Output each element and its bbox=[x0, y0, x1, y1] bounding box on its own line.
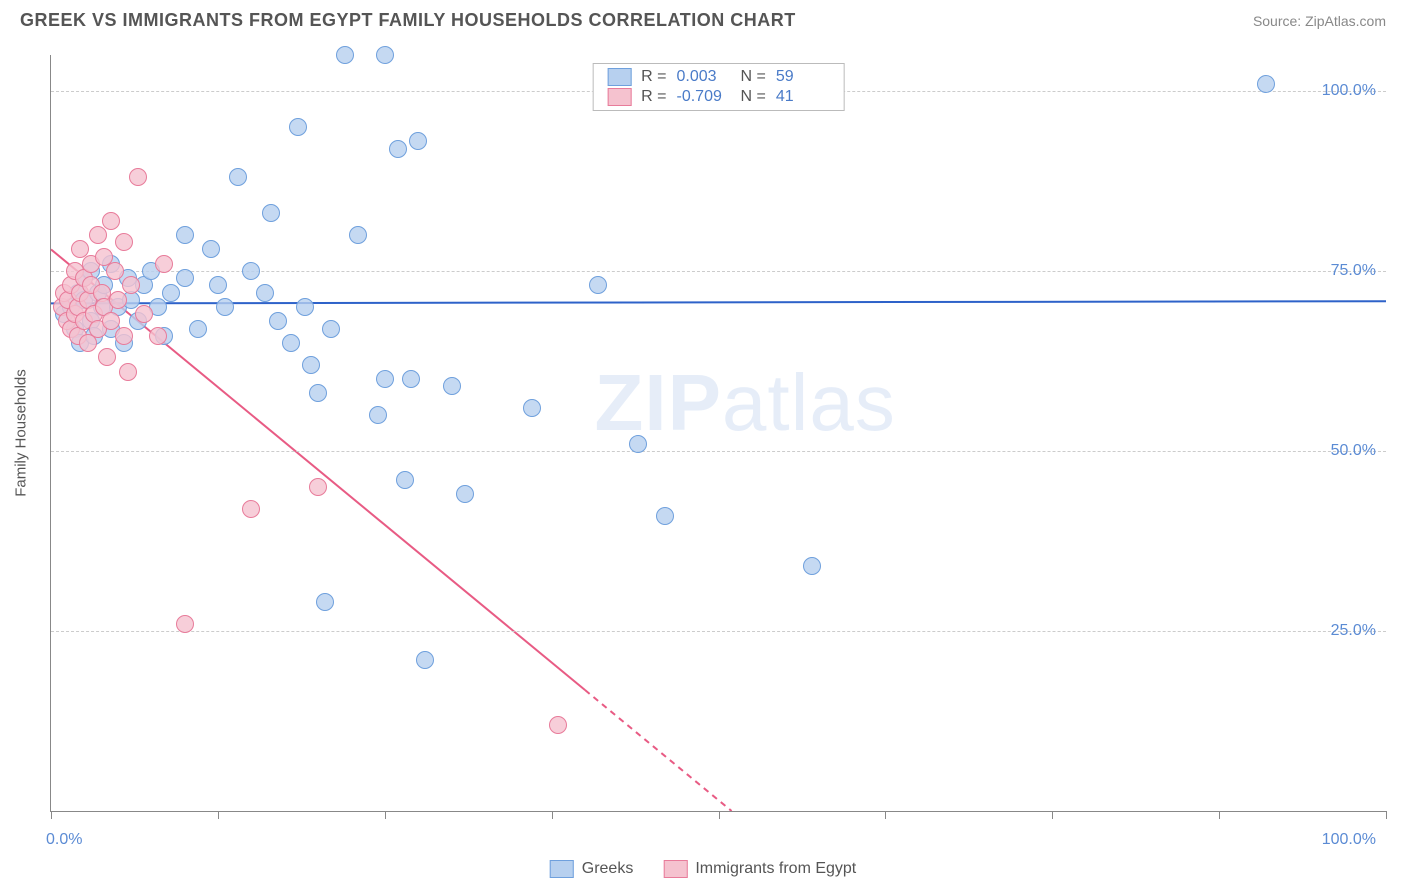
legend-series: Greeks Immigrants from Egypt bbox=[550, 860, 857, 878]
data-point bbox=[416, 651, 434, 669]
scatter-chart: Family Households ZIPatlas R =0.003N =59… bbox=[50, 55, 1386, 812]
gridline bbox=[51, 631, 1386, 632]
legend-row: R = -0.709 N = 41 bbox=[607, 88, 830, 106]
data-point bbox=[309, 478, 327, 496]
data-point bbox=[456, 485, 474, 503]
x-axis-max-label: 100.0% bbox=[1322, 831, 1376, 849]
legend-r-value: 0.003 bbox=[677, 68, 731, 86]
data-point bbox=[176, 226, 194, 244]
data-point bbox=[803, 557, 821, 575]
legend-swatch bbox=[607, 88, 631, 106]
legend-series-label: Greeks bbox=[582, 860, 634, 878]
legend-r-value: -0.709 bbox=[677, 88, 731, 106]
data-point bbox=[523, 399, 541, 417]
data-point bbox=[176, 615, 194, 633]
chart-title: GREEK VS IMMIGRANTS FROM EGYPT FAMILY HO… bbox=[20, 10, 796, 31]
x-tick bbox=[218, 811, 219, 819]
data-point bbox=[376, 46, 394, 64]
data-point bbox=[1257, 75, 1275, 93]
x-tick bbox=[1052, 811, 1053, 819]
legend-row: R = 0.003 N = 59 bbox=[607, 68, 830, 86]
x-tick bbox=[885, 811, 886, 819]
y-tick-label: 75.0% bbox=[1331, 262, 1376, 280]
data-point bbox=[289, 118, 307, 136]
legend-series-item: Immigrants from Egypt bbox=[663, 860, 856, 878]
data-point bbox=[269, 312, 287, 330]
data-point bbox=[409, 132, 427, 150]
data-point bbox=[589, 276, 607, 294]
gridline bbox=[51, 451, 1386, 452]
x-tick bbox=[552, 811, 553, 819]
data-point bbox=[102, 212, 120, 230]
data-point bbox=[106, 262, 124, 280]
data-point bbox=[115, 327, 133, 345]
data-point bbox=[149, 327, 167, 345]
data-point bbox=[189, 320, 207, 338]
data-point bbox=[119, 363, 137, 381]
legend-n-value: 59 bbox=[776, 68, 830, 86]
y-tick-label: 25.0% bbox=[1331, 622, 1376, 640]
data-point bbox=[98, 348, 116, 366]
trendlines-layer bbox=[51, 55, 1386, 811]
data-point bbox=[109, 291, 127, 309]
legend-n-label: N = bbox=[741, 68, 766, 86]
data-point bbox=[656, 507, 674, 525]
data-point bbox=[216, 298, 234, 316]
y-tick-label: 100.0% bbox=[1322, 82, 1376, 100]
data-point bbox=[135, 305, 153, 323]
data-point bbox=[256, 284, 274, 302]
data-point bbox=[242, 262, 260, 280]
legend-n-value: 41 bbox=[776, 88, 830, 106]
data-point bbox=[129, 168, 147, 186]
legend-series-label: Immigrants from Egypt bbox=[695, 860, 856, 878]
data-point bbox=[242, 500, 260, 518]
data-point bbox=[282, 334, 300, 352]
data-point bbox=[162, 284, 180, 302]
data-point bbox=[209, 276, 227, 294]
x-tick bbox=[51, 811, 52, 819]
data-point bbox=[115, 233, 133, 251]
data-point bbox=[155, 255, 173, 273]
data-point bbox=[122, 276, 140, 294]
x-axis-min-label: 0.0% bbox=[46, 831, 82, 849]
legend-swatch bbox=[663, 860, 687, 878]
x-tick bbox=[1386, 811, 1387, 819]
y-tick-label: 50.0% bbox=[1331, 442, 1376, 460]
legend-swatch bbox=[550, 860, 574, 878]
data-point bbox=[322, 320, 340, 338]
legend-swatch bbox=[607, 68, 631, 86]
data-point bbox=[549, 716, 567, 734]
data-point bbox=[102, 312, 120, 330]
data-point bbox=[309, 384, 327, 402]
legend-n-label: N = bbox=[741, 88, 766, 106]
x-tick bbox=[385, 811, 386, 819]
data-point bbox=[296, 298, 314, 316]
data-point bbox=[376, 370, 394, 388]
data-point bbox=[336, 46, 354, 64]
data-point bbox=[389, 140, 407, 158]
data-point bbox=[302, 356, 320, 374]
data-point bbox=[369, 406, 387, 424]
x-tick bbox=[1219, 811, 1220, 819]
data-point bbox=[402, 370, 420, 388]
legend-r-label: R = bbox=[641, 88, 666, 106]
data-point bbox=[349, 226, 367, 244]
data-point bbox=[176, 269, 194, 287]
data-point bbox=[262, 204, 280, 222]
data-point bbox=[316, 593, 334, 611]
data-point bbox=[89, 226, 107, 244]
legend-correlation: R = 0.003 N = 59 R = -0.709 N = 41 bbox=[592, 63, 845, 111]
legend-r-label: R = bbox=[641, 68, 666, 86]
x-tick bbox=[719, 811, 720, 819]
data-point bbox=[229, 168, 247, 186]
data-point bbox=[396, 471, 414, 489]
legend-series-item: Greeks bbox=[550, 860, 634, 878]
source-label: Source: ZipAtlas.com bbox=[1253, 13, 1386, 29]
data-point bbox=[629, 435, 647, 453]
data-point bbox=[202, 240, 220, 258]
data-point bbox=[443, 377, 461, 395]
y-axis-label: Family Households bbox=[13, 369, 30, 497]
